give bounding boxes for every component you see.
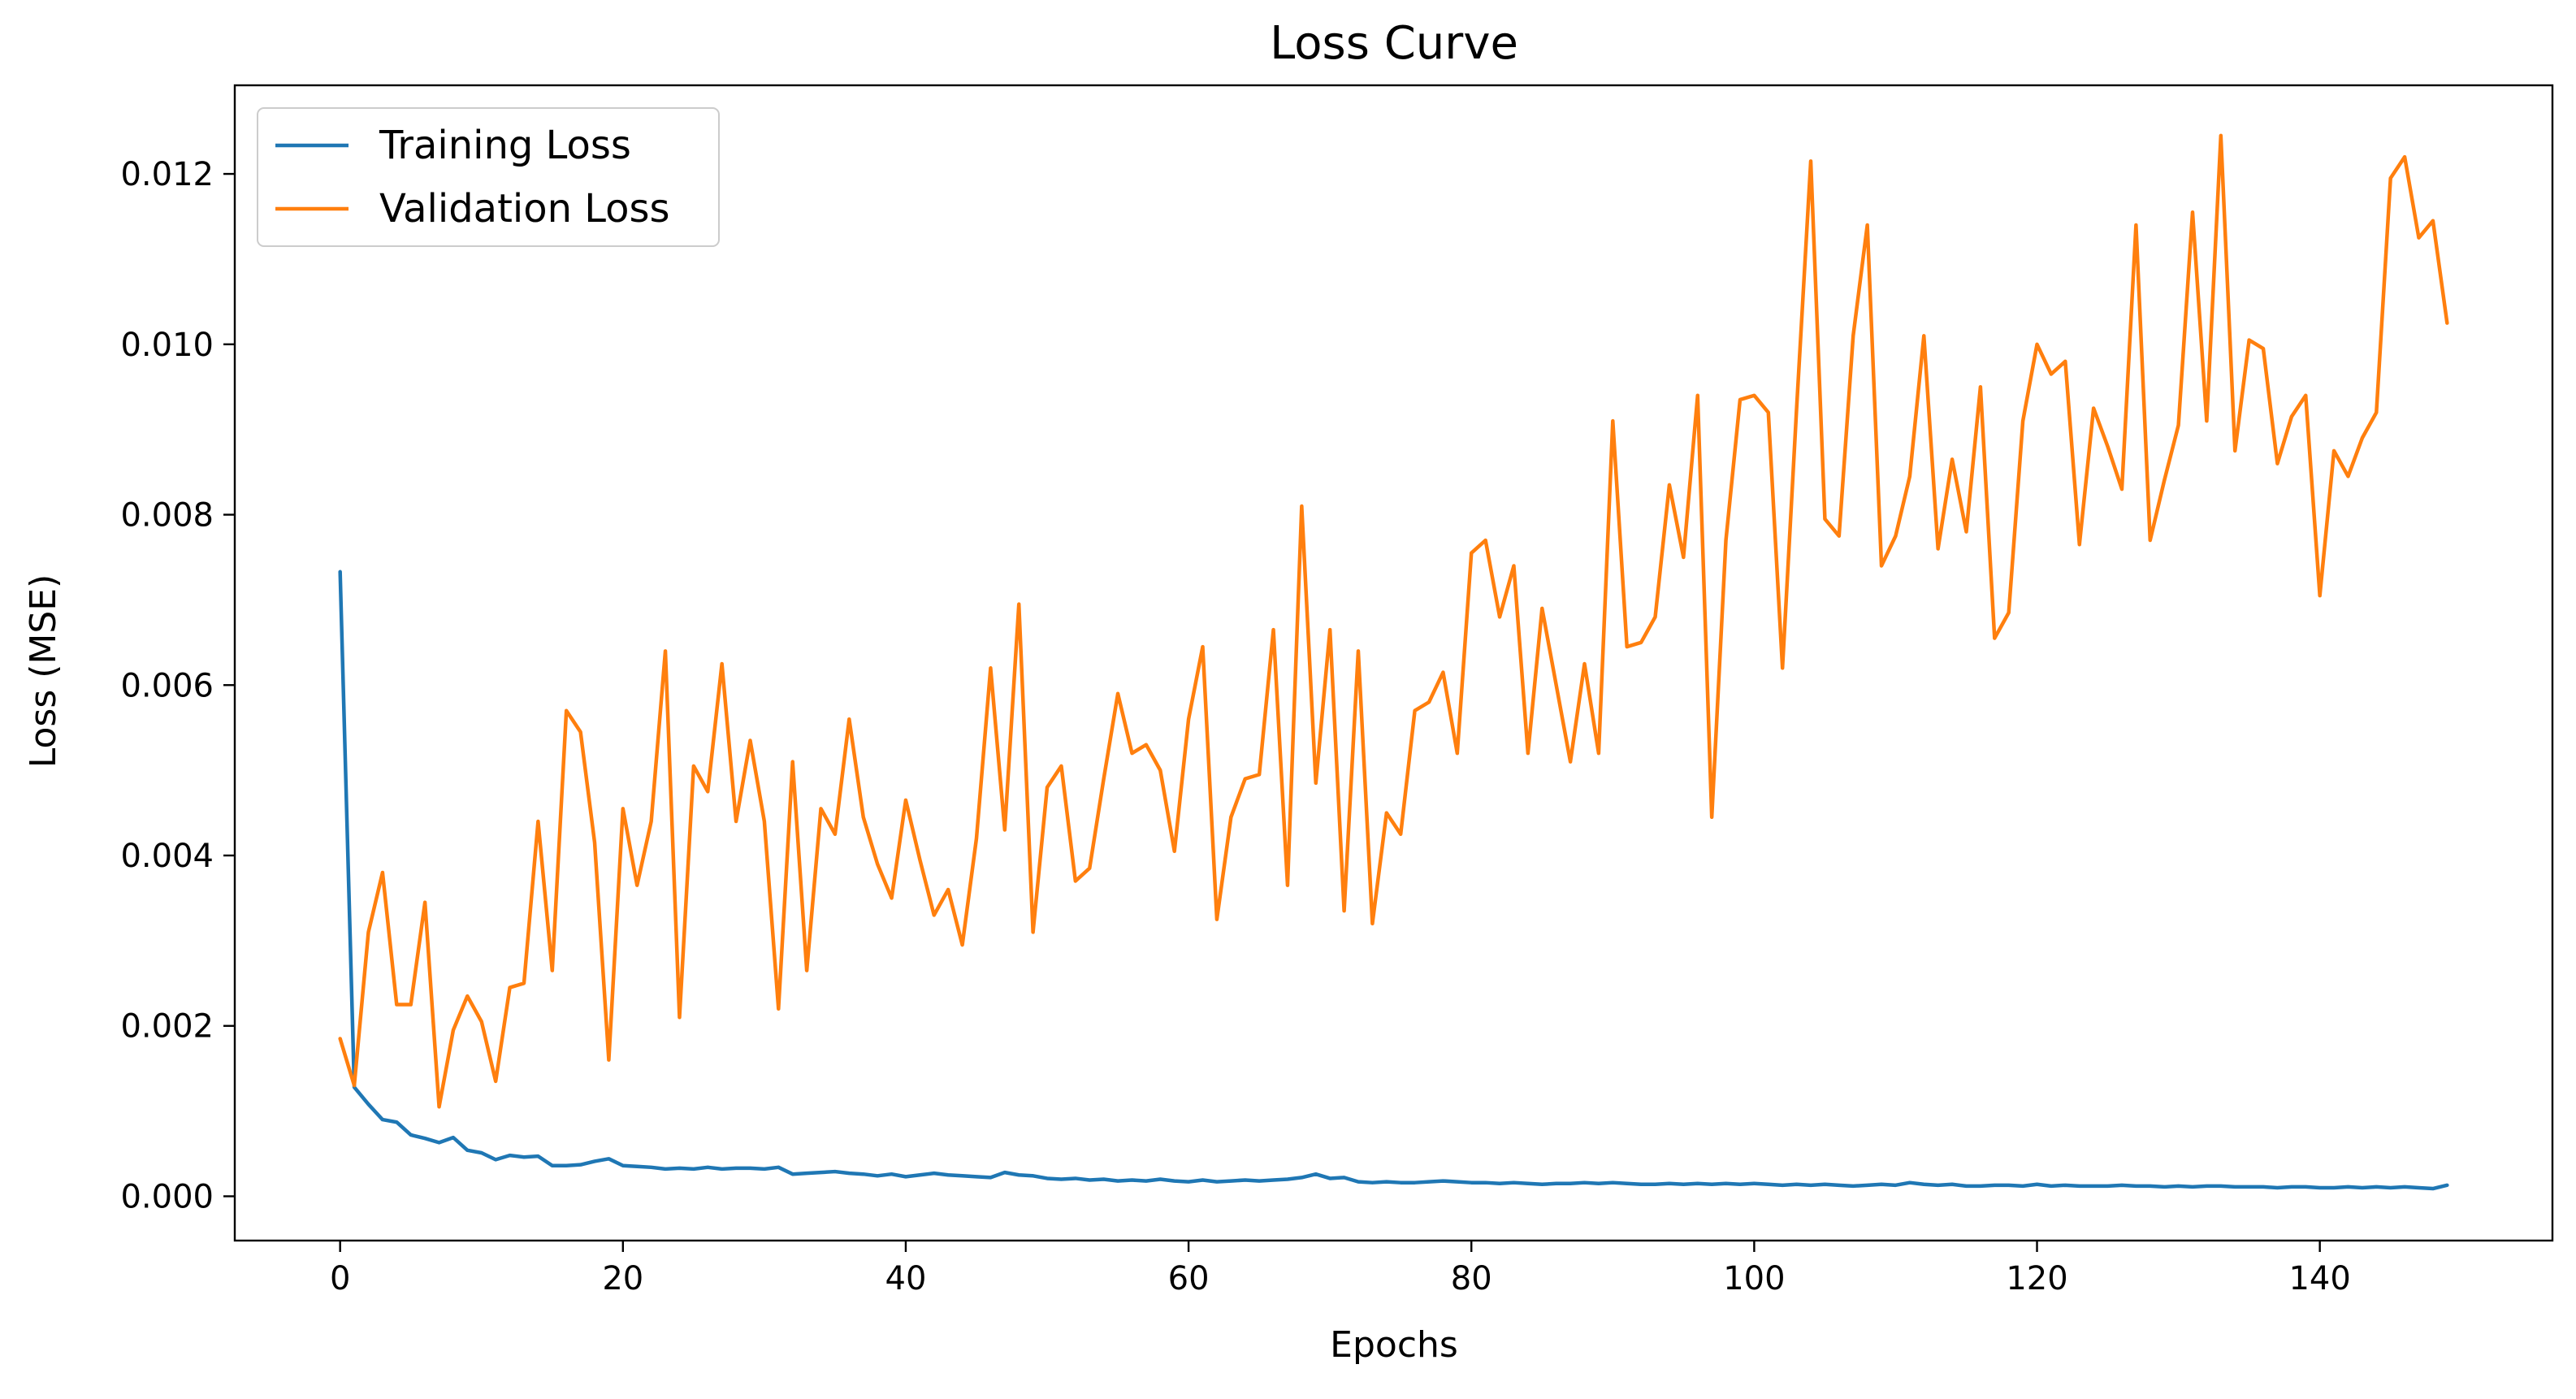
legend: Training Loss Validation Loss [257, 107, 720, 247]
series-layer [338, 133, 2449, 1191]
x-tick-label: 40 [885, 1260, 927, 1297]
x-tick-label: 20 [602, 1260, 643, 1297]
y-tick-label: 0.012 [120, 156, 214, 193]
legend-label-training-loss: Training Loss [379, 123, 631, 168]
x-tick-label: 60 [1168, 1260, 1210, 1297]
x-tick-label: 100 [1723, 1260, 1785, 1297]
x-tick-label: 120 [2006, 1260, 2067, 1297]
y-tick-label: 0.000 [120, 1178, 214, 1215]
validation-loss-line [338, 133, 2449, 1109]
y-tick-label: 0.008 [120, 497, 214, 535]
y-axis-ticks: 0.000 0.002 0.004 0.006 0.008 0.010 0.012 [120, 156, 235, 1215]
legend-label-validation-loss: Validation Loss [379, 186, 670, 232]
x-axis-ticks: 0 20 40 60 80 100 120 140 [330, 1241, 2351, 1297]
y-axis-label: Loss (MSE) [23, 574, 64, 769]
x-axis-label: Epochs [1330, 1324, 1458, 1366]
y-tick-label: 0.002 [120, 1008, 214, 1046]
plot-frame [233, 84, 2554, 1242]
training-loss-line [338, 570, 2449, 1191]
chart-title: Loss Curve [1270, 17, 1518, 70]
legend-box [257, 107, 720, 247]
x-tick-label: 140 [2288, 1260, 2350, 1297]
x-tick-label: 0 [330, 1260, 350, 1297]
y-tick-label: 0.006 [120, 667, 214, 704]
y-tick-label: 0.010 [120, 327, 214, 364]
x-tick-label: 80 [1451, 1260, 1492, 1297]
y-tick-label: 0.004 [120, 838, 214, 875]
